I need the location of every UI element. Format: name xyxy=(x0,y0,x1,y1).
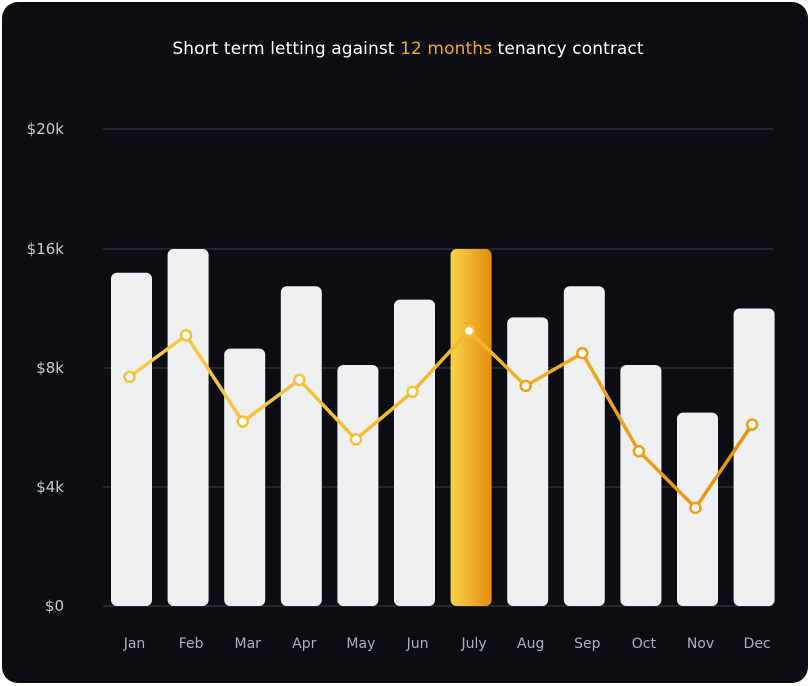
line-point-feb[interactable] xyxy=(179,329,193,342)
x-tick-label: Jun xyxy=(406,636,429,652)
bar-jun[interactable] xyxy=(394,299,435,606)
x-tick-label: July xyxy=(461,636,487,652)
line-point-aug[interactable] xyxy=(519,379,532,393)
line-point-july[interactable] xyxy=(462,324,476,338)
x-tick-label: Jan xyxy=(123,636,146,652)
line-point-jun[interactable] xyxy=(406,385,419,399)
y-tick-label: $4k xyxy=(36,478,64,496)
line-point-nov[interactable] xyxy=(689,501,702,515)
bar-dec[interactable] xyxy=(733,308,775,607)
chart-title-suffix: tenancy contract xyxy=(492,39,644,59)
bar-aug[interactable] xyxy=(507,317,549,606)
line-point-mar[interactable] xyxy=(236,415,249,428)
chart-title-highlight: 12 months xyxy=(400,39,493,59)
chart-title-prefix: Short term letting against xyxy=(172,39,401,59)
y-tick-label: $8k xyxy=(36,359,64,377)
line-point-sep[interactable] xyxy=(576,346,589,360)
x-tick-label: Mar xyxy=(234,636,261,652)
bar-apr[interactable] xyxy=(280,286,322,606)
x-tick-label: Aug xyxy=(517,636,544,652)
chart-title: Short term letting against 12 months ten… xyxy=(2,39,808,59)
bar-feb[interactable] xyxy=(167,249,209,606)
x-tick-label: Sep xyxy=(574,636,601,652)
y-tick-label: $20k xyxy=(27,120,65,138)
x-tick-label: Feb xyxy=(179,636,204,652)
x-tick-label: Oct xyxy=(632,636,657,652)
x-tick-label: Nov xyxy=(687,636,714,652)
bar-jan[interactable] xyxy=(111,272,152,606)
line-point-oct[interactable] xyxy=(632,445,646,458)
bar-may[interactable] xyxy=(337,365,379,606)
bar-mar[interactable] xyxy=(224,348,266,606)
line-point-jan[interactable] xyxy=(123,370,136,384)
line-point-may[interactable] xyxy=(349,433,363,446)
bar-oct[interactable] xyxy=(620,365,662,606)
line-point-apr[interactable] xyxy=(293,373,306,387)
y-tick-label: $16k xyxy=(27,240,65,258)
line-series xyxy=(127,329,754,510)
bar-july[interactable] xyxy=(450,249,492,606)
line-point-dec[interactable] xyxy=(745,418,759,431)
y-tick-label: $0 xyxy=(45,597,64,615)
x-tick-label: May xyxy=(346,636,375,652)
bar-sep[interactable] xyxy=(563,286,605,606)
x-tick-label: Apr xyxy=(292,636,316,652)
x-tick-label: Dec xyxy=(744,636,771,652)
